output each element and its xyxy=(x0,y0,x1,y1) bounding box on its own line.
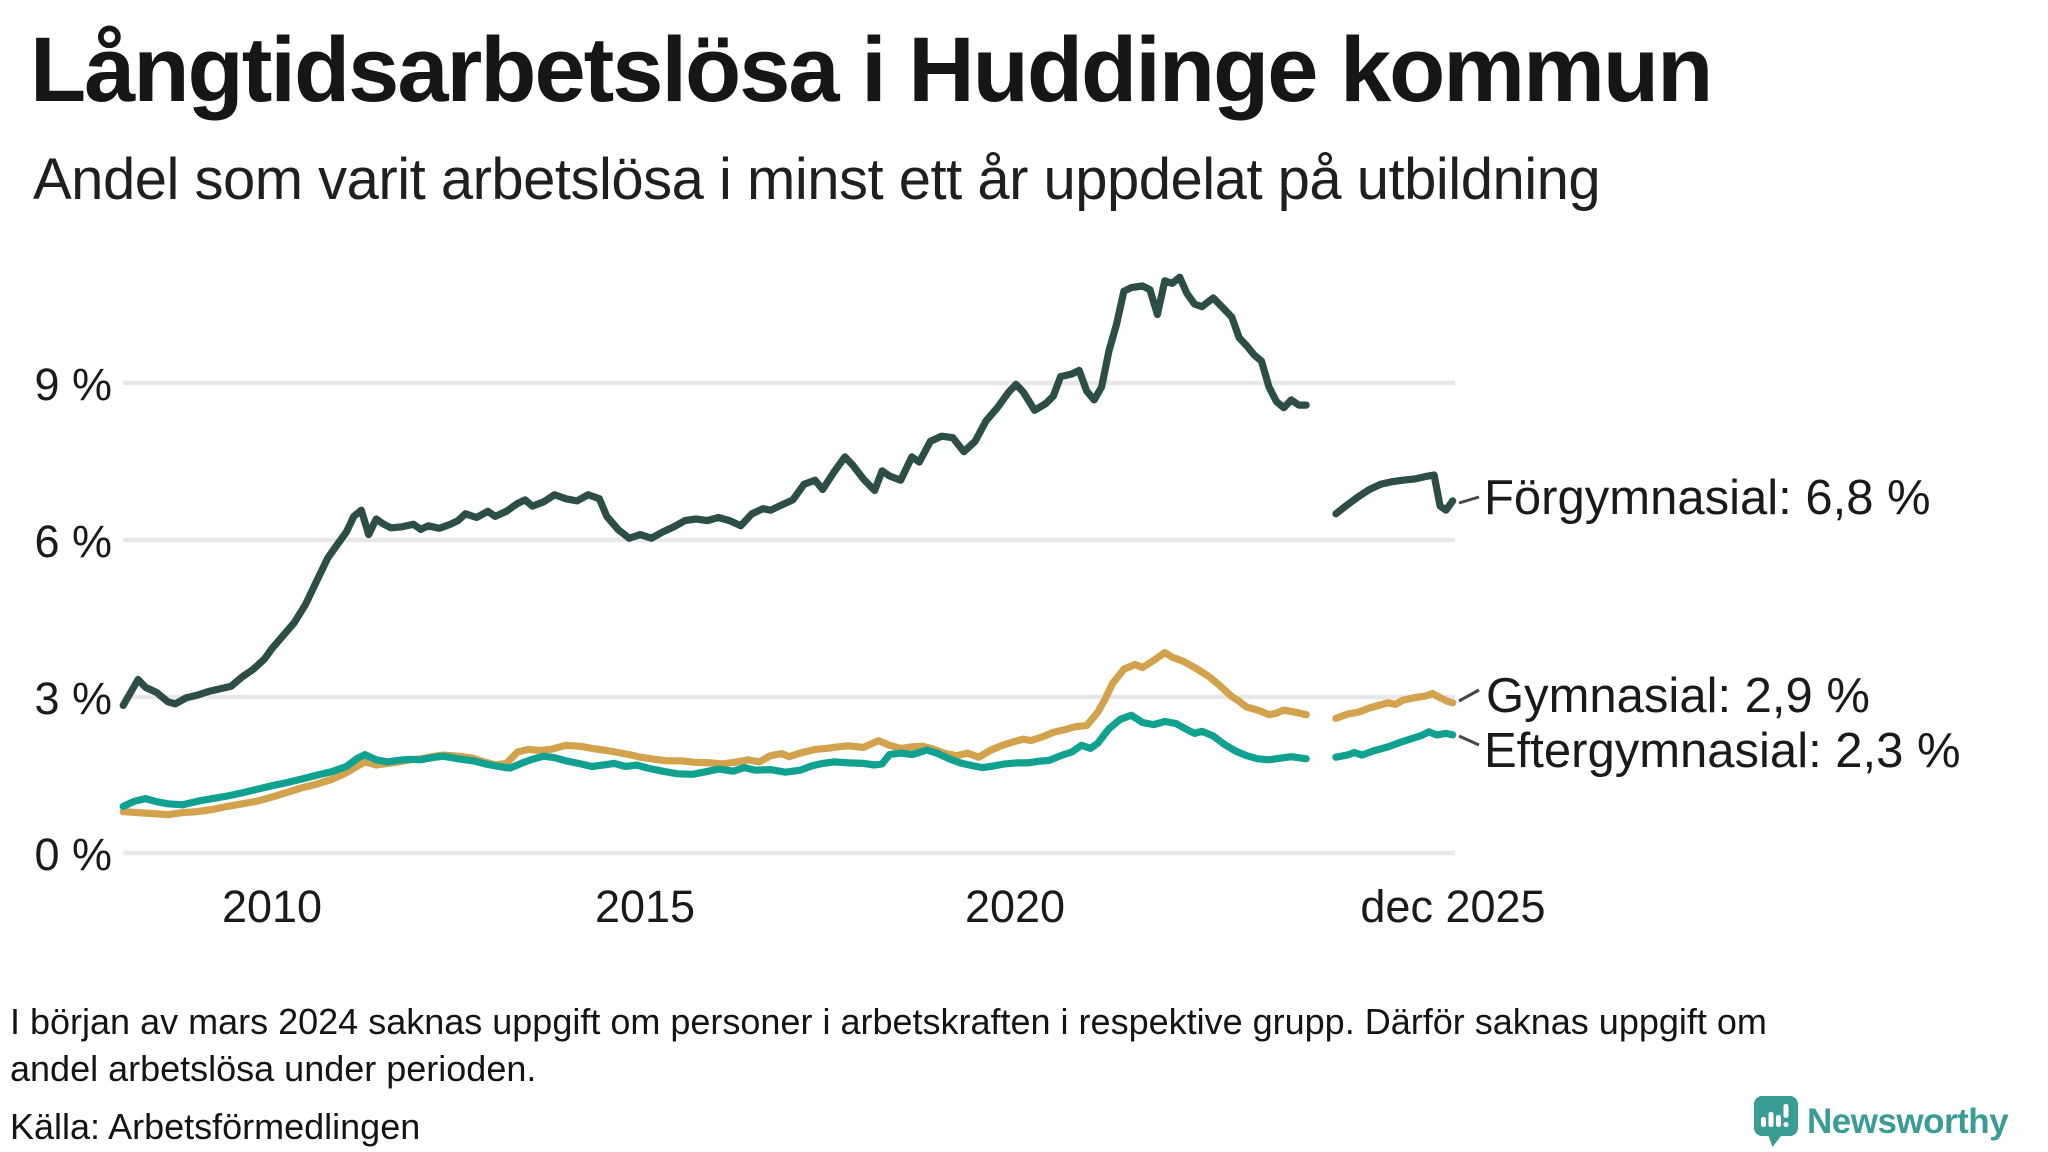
newsworthy-logo-text: Newsworthy xyxy=(1807,1102,2009,1141)
x-tick-2010: 2010 xyxy=(222,881,322,932)
x-tick-2020: 2020 xyxy=(965,881,1065,932)
newsworthy-logo: Newsworthy xyxy=(1754,1096,2009,1148)
series-label-eftergymnasial: Eftergymnasial: 2,3 % xyxy=(1484,724,1961,778)
leader-line-gymnasial xyxy=(1458,688,1480,703)
y-tick-3: 3 % xyxy=(34,673,112,724)
footnote-line-2: andel arbetslösa under perioden. xyxy=(10,1048,537,1089)
leader-line-forgymnasial xyxy=(1458,495,1480,505)
newsworthy-bubble-icon xyxy=(1754,1096,1798,1147)
series-label-forgymnasial: Förgymnasial: 6,8 % xyxy=(1484,471,1931,525)
line-forgymnasial xyxy=(119,273,1457,709)
x-tick-2015: 2015 xyxy=(595,881,695,932)
chart-subtitle: Andel som varit arbetslösa i minst ett å… xyxy=(33,147,1601,212)
y-tick-0: 0 % xyxy=(34,829,112,880)
line-eftergymnasial xyxy=(119,711,1457,810)
y-tick-9: 9 % xyxy=(34,359,112,410)
x-tick-dec-2025: dec 2025 xyxy=(1360,881,1545,932)
source-credit: Källa: Arbetsförmedlingen xyxy=(10,1106,421,1147)
footnote-line-1: I början av mars 2024 saknas uppgift om … xyxy=(10,1001,1767,1042)
y-tick-6: 6 % xyxy=(34,516,112,567)
page-title: Långtidsarbetslösa i Huddinge kommun xyxy=(30,19,1713,121)
series-label-gymnasial: Gymnasial: 2,9 % xyxy=(1486,669,1870,723)
leader-line-eftergymnasial xyxy=(1458,734,1480,747)
line-gymnasial xyxy=(119,649,1457,819)
